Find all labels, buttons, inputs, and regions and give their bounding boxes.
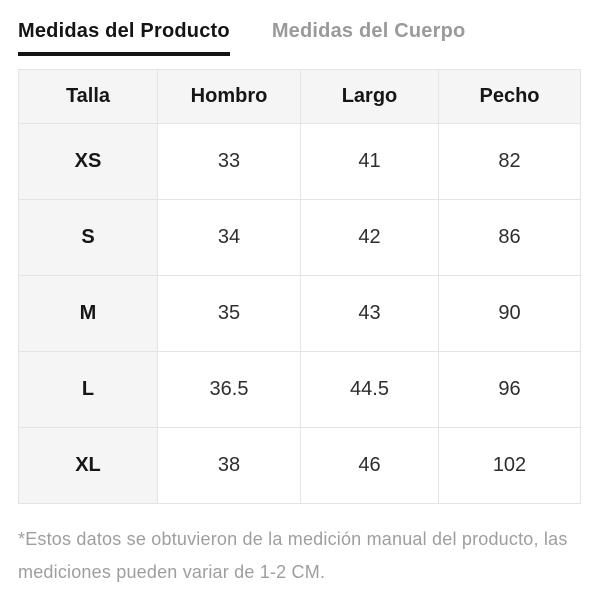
size-table-body: XS 33 41 82 S 34 42 86 M 35 43 90 L 36.5 44.5 96 XL 38 46 1… (18, 123, 581, 504)
measurement-cell: 90 (438, 275, 581, 352)
table-row: XL 38 46 102 (18, 427, 581, 504)
column-header-largo: Largo (300, 69, 439, 124)
measurement-cell: 44.5 (300, 351, 439, 428)
measurement-cell: 46 (300, 427, 439, 504)
table-row: L 36.5 44.5 96 (18, 351, 581, 428)
measurement-cell: 42 (300, 199, 439, 276)
size-label: L (18, 351, 158, 428)
size-label: XL (18, 427, 158, 504)
column-header-pecho: Pecho (438, 69, 581, 124)
header-row: Talla Hombro Largo Pecho (18, 69, 581, 124)
measurement-cell: 35 (157, 275, 301, 352)
table-row: XS 33 41 82 (18, 123, 581, 200)
measurement-cell: 38 (157, 427, 301, 504)
size-label: S (18, 199, 158, 276)
measurement-cell: 41 (300, 123, 439, 200)
column-header-talla: Talla (18, 69, 158, 124)
table-row: M 35 43 90 (18, 275, 581, 352)
size-table-header: Talla Hombro Largo Pecho (18, 69, 581, 124)
measurement-cell: 102 (438, 427, 581, 504)
measurement-cell: 86 (438, 199, 581, 276)
size-table: Talla Hombro Largo Pecho XS 33 41 82 S 34 42 86… (18, 69, 581, 504)
size-label: M (18, 275, 158, 352)
measurement-cell: 82 (438, 123, 581, 200)
tab-medidas-del-cuerpo[interactable]: Medidas del Cuerpo (271, 20, 466, 42)
table-row: S 34 42 86 (18, 199, 581, 276)
measurement-cell: 36.5 (157, 351, 301, 428)
measurement-cell: 33 (157, 123, 301, 200)
measurement-cell: 43 (300, 275, 439, 352)
measurement-cell: 34 (157, 199, 301, 276)
measure-tabs: Medidas del Producto Medidas del Cuerpo (18, 20, 582, 56)
column-header-hombro: Hombro (157, 69, 301, 124)
size-label: XS (18, 123, 158, 200)
measurement-cell: 96 (438, 351, 581, 428)
tab-medidas-del-producto[interactable]: Medidas del Producto (18, 20, 230, 56)
measurement-disclaimer: *Estos datos se obtuvieron de la medició… (18, 529, 568, 582)
